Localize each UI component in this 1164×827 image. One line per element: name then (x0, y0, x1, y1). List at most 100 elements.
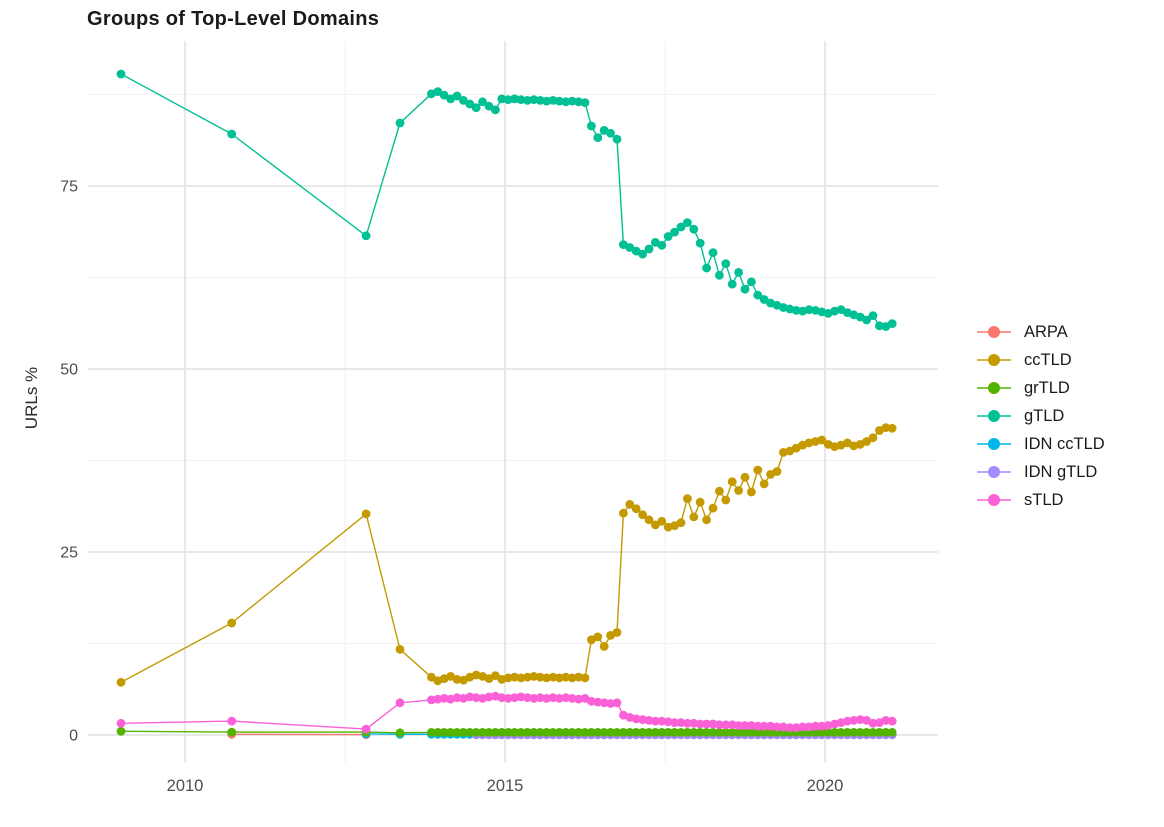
series-point-stld (868, 718, 878, 728)
legend-item-cctld: ccTLD (977, 350, 1105, 370)
series-point-stld (721, 720, 731, 730)
series-point-grtld (759, 728, 769, 737)
series-point-stld (715, 720, 724, 730)
series-point-stld (612, 698, 622, 708)
series-point-cctld (881, 423, 891, 432)
series-point-grtld (535, 728, 545, 737)
series-point-cctld (887, 423, 897, 433)
series-point-stld (395, 698, 405, 708)
series-point-gtld (638, 249, 647, 259)
legend-item-stld: sTLD (977, 490, 1105, 510)
series-point-gtld (747, 277, 756, 287)
series-point-cctld (116, 677, 126, 687)
series-point-stld (523, 693, 532, 703)
series-point-grtld (868, 728, 878, 737)
series-point-cctld (542, 673, 551, 683)
series-point-grtld (708, 728, 718, 737)
series-point-stld (497, 693, 507, 703)
series-point-stld (227, 716, 237, 726)
series-point-grtld (484, 728, 494, 737)
series-point-gtld (567, 96, 577, 106)
x-tick-label: 2010 (167, 777, 204, 795)
legend-swatch-icon (977, 350, 1011, 370)
legend-label: sTLD (1024, 490, 1064, 509)
series-point-grtld (503, 728, 513, 737)
series-point-stld (587, 696, 596, 706)
series-point-stld (529, 694, 539, 703)
legend: ARPA ccTLD grTLD gTLD IDN ccTLD IDN gTLD sTLD (977, 322, 1105, 510)
series-point-grtld (670, 728, 679, 737)
series-point-grtld (555, 728, 564, 737)
series-point-grtld (478, 728, 487, 737)
series-point-gtld (471, 103, 481, 113)
series-point-cctld (721, 495, 731, 505)
series-point-stld (644, 716, 654, 725)
series-point-stld (574, 694, 583, 704)
series-point-gtld (555, 96, 564, 106)
legend-item-gtld: gTLD (977, 406, 1105, 426)
legend-label: IDN gTLD (1024, 462, 1098, 481)
x-tick-label: 2020 (807, 777, 844, 795)
series-point-stld (676, 718, 686, 727)
series-point-grtld (599, 728, 609, 737)
legend-dot-icon (988, 354, 1000, 366)
series-point-cctld (510, 672, 519, 682)
series-point-stld (753, 721, 763, 731)
series-point-gtld (523, 96, 532, 105)
series-point-stld (759, 721, 769, 731)
series-point-stld (484, 692, 494, 702)
series-point-cctld (702, 515, 711, 525)
series-point-grtld (657, 728, 667, 737)
series-point-grtld (663, 728, 673, 737)
series-point-cctld (593, 632, 603, 642)
x-tick-label: 2015 (487, 777, 524, 795)
series-point-cctld (695, 497, 705, 507)
legend-item-arpa: ARPA (977, 322, 1105, 342)
series-point-grtld (561, 728, 571, 737)
series-point-stld (548, 693, 558, 703)
series-point-cctld (535, 672, 545, 682)
series-point-stld (695, 719, 705, 729)
legend-item-grtld: grTLD (977, 378, 1105, 398)
series-point-cctld (523, 672, 532, 682)
series-point-grtld (721, 728, 731, 737)
series-point-grtld (734, 728, 743, 737)
series-point-grtld (887, 728, 897, 737)
series-point-grtld (567, 728, 577, 737)
series-point-grtld (753, 728, 763, 737)
series-point-grtld (593, 728, 603, 737)
series-point-stld (535, 693, 545, 703)
series-point-stld (599, 698, 609, 708)
series-point-stld (471, 693, 481, 703)
series-point-gtld (683, 218, 692, 228)
series-point-gtld (542, 96, 551, 106)
series-point-grtld (695, 728, 705, 737)
series-point-stld (561, 693, 571, 703)
series-point-gtld (484, 101, 494, 111)
series-point-stld (785, 723, 795, 733)
series-point-gtld (459, 96, 468, 105)
series-point-grtld (644, 728, 654, 737)
series-point-grtld (227, 727, 237, 737)
series-point-stld (727, 720, 737, 730)
series-point-stld (631, 714, 641, 724)
series-point-cctld (625, 500, 635, 509)
series-point-gtld (478, 97, 487, 107)
series-point-stld (689, 718, 699, 728)
series-point-grtld (612, 728, 622, 737)
series-point-grtld (523, 728, 532, 737)
series-point-grtld (747, 728, 756, 737)
legend-dot-icon (988, 494, 1000, 506)
series-point-gtld (676, 222, 686, 232)
legend-item-idn-gtld: IDN gTLD (977, 462, 1105, 482)
series-point-grtld (651, 728, 660, 737)
series-point-grtld (446, 728, 455, 737)
series-point-gtld (587, 121, 596, 131)
series-point-cctld (676, 518, 686, 528)
series-point-gtld (689, 224, 699, 234)
series-point-gtld (702, 263, 711, 273)
series-point-gtld (606, 128, 615, 138)
series-point-grtld (548, 728, 558, 737)
series-point-grtld (395, 728, 405, 738)
